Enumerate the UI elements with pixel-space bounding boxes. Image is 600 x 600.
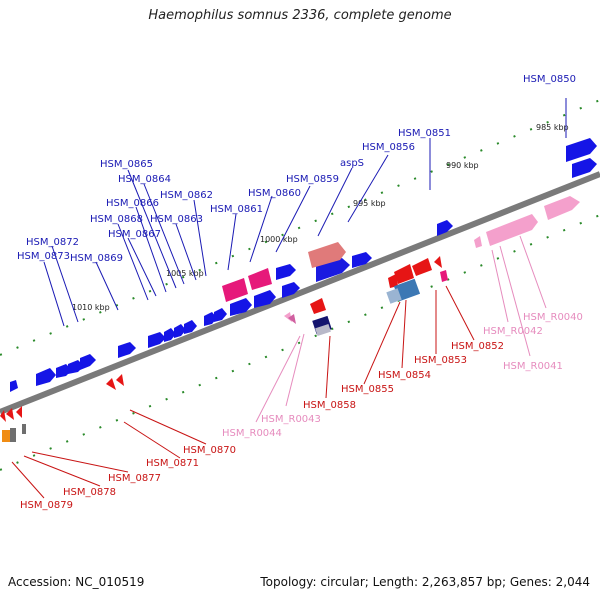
label-hsm0852: HSM_0852 (451, 341, 504, 352)
label-hsm-r0040: HSM_R0040 (523, 312, 583, 323)
gene-hsm0865[interactable] (184, 320, 197, 334)
gene-hsm0858[interactable] (310, 298, 326, 314)
gene-hsm0873c[interactable] (36, 368, 56, 386)
inner-tick-track (0, 214, 600, 471)
pink-features (222, 196, 580, 324)
label-hsm0864: HSM_0864 (118, 174, 171, 185)
label-hsm0858: HSM_0858 (303, 400, 356, 411)
label-hsm0853: HSM_0853 (414, 355, 467, 366)
feature-pink-1[interactable] (222, 278, 248, 302)
gene-hsm0854[interactable] (394, 264, 414, 284)
gene-hsm0852[interactable] (434, 256, 442, 268)
gene-hsm0853[interactable] (412, 258, 432, 276)
gene-hsm0855[interactable] (388, 274, 398, 288)
tick-label-995: 995 kbp (353, 199, 386, 208)
outer-tick-track (0, 99, 600, 356)
gene-hsm0856[interactable] (352, 252, 372, 268)
label-hsm0879: HSM_0879 (20, 500, 73, 511)
gene-hsm0862[interactable] (230, 298, 252, 316)
gene-hsm0859[interactable] (276, 264, 296, 280)
gene-hsm0877[interactable] (16, 406, 22, 418)
label-hsm0861: HSM_0861 (210, 204, 263, 215)
gene-hsm0872[interactable] (80, 354, 96, 370)
label-hsm0862: HSM_0862 (160, 190, 213, 201)
label-hsm0854: HSM_0854 (378, 370, 431, 381)
label-hsm0877: HSM_0877 (108, 473, 161, 484)
gene-hsm0879[interactable] (0, 410, 6, 422)
label-hsm0868: HSM_0868 (90, 214, 143, 225)
feature-grey-small[interactable] (22, 424, 26, 434)
gene-hsm0850b[interactable] (572, 158, 597, 178)
tick-label-1000: 1000 kbp (260, 235, 298, 244)
label-hsm0869: HSM_0869 (70, 253, 123, 264)
feature-salmon[interactable] (308, 242, 346, 268)
label-hsm0860: HSM_0860 (248, 188, 301, 199)
gene-hsm0860[interactable] (282, 282, 300, 298)
label-hsm0856: HSM_0856 (362, 142, 415, 153)
rna-leaders (255, 235, 547, 423)
label-hsm0870: HSM_0870 (183, 445, 236, 456)
reverse-genes (0, 256, 442, 422)
rna-r0041[interactable] (486, 214, 538, 246)
label-hsm0865: HSM_0865 (100, 159, 153, 170)
label-hsm0866: HSM_0866 (106, 198, 159, 209)
rna-r0042[interactable] (474, 236, 482, 248)
forward-labels: HSM_0850 HSM_0851 HSM_0856 aspS HSM_0859… (17, 74, 576, 264)
feature-pink-2[interactable] (248, 268, 272, 290)
gene-hsm0851[interactable] (437, 220, 453, 236)
feature-grey-block[interactable] (10, 428, 16, 442)
label-hsm0878: HSM_0878 (63, 487, 116, 498)
tick-label-990: 990 kbp (446, 161, 479, 170)
gene-hsm0873b[interactable] (56, 364, 72, 378)
forward-genes (10, 138, 597, 392)
gene-hsm0864[interactable] (214, 308, 227, 322)
gene-hsm0867[interactable] (164, 328, 176, 342)
label-hsm0873: HSM_0873 (17, 251, 70, 262)
genome-backbone (0, 171, 600, 415)
rna-pink-small[interactable] (440, 270, 448, 282)
feature-steel-block[interactable] (393, 278, 421, 302)
tick-label-1010: 1010 kbp (72, 303, 110, 312)
tick-label-985: 985 kbp (536, 123, 569, 132)
label-hsm-r0042: HSM_R0042 (483, 326, 543, 337)
feature-orange-block[interactable] (2, 430, 12, 442)
label-hsm0871: HSM_0871 (146, 458, 199, 469)
gene-hsm0866[interactable] (174, 324, 186, 338)
gene-small-left[interactable] (10, 380, 18, 392)
label-hsm-r0043: HSM_R0043 (261, 414, 321, 425)
tick-label-1005: 1005 kbp (166, 269, 204, 278)
rna-labels: HSM_R0040 HSM_R0041 HSM_R0042 HSM_R0043 … (222, 312, 583, 439)
gene-hsm0869[interactable] (118, 342, 136, 358)
gene-hsm0868[interactable] (148, 332, 166, 348)
label-hsm-r0044: HSM_R0044 (222, 428, 282, 439)
reverse-leaders (11, 285, 475, 499)
genome-summary: Topology: circular; Length: 2,263,857 bp… (260, 575, 590, 589)
feature-steel-light[interactable] (386, 288, 402, 304)
rna-r0044[interactable] (288, 314, 296, 324)
rna-r0040[interactable] (544, 196, 580, 220)
forward-leaders (43, 98, 567, 327)
gene-hsm0873a[interactable] (68, 360, 84, 374)
label-hsm0850: HSM_0850 (523, 74, 576, 85)
reverse-labels: HSM_0852 HSM_0853 HSM_0854 HSM_0855 HSM_… (20, 341, 504, 511)
gene-hsm0878[interactable] (6, 408, 14, 420)
label-hsm0855: HSM_0855 (341, 384, 394, 395)
label-hsm-r0041: HSM_R0041 (503, 361, 563, 372)
gene-hsm0863[interactable] (204, 312, 217, 326)
gene-hsm0861[interactable] (254, 290, 276, 308)
feature-grey-gradient[interactable] (315, 324, 331, 336)
gene-hsm0870[interactable] (116, 374, 124, 386)
map-title: Haemophilus somnus 2336, complete genome (148, 8, 452, 23)
label-hsm0867: HSM_0867 (108, 229, 161, 240)
gene-hsm0850[interactable] (566, 138, 597, 162)
label-asps: aspS (340, 158, 364, 169)
gene-hsm0871[interactable] (106, 378, 116, 390)
label-hsm0872: HSM_0872 (26, 237, 79, 248)
label-hsm0851: HSM_0851 (398, 128, 451, 139)
label-hsm0859: HSM_0859 (286, 174, 339, 185)
label-hsm0863: HSM_0863 (150, 214, 203, 225)
accession-label: Accession: NC_010519 (8, 575, 145, 589)
